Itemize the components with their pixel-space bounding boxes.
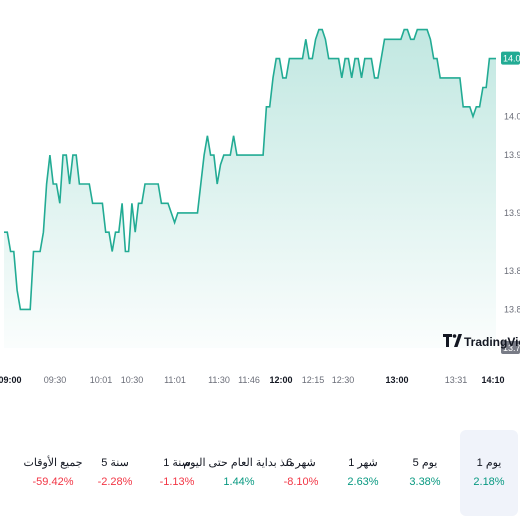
tradingview-logo-text: TradingView — [464, 335, 520, 349]
y-tick-label: 13.96 — [504, 150, 520, 160]
price-line — [4, 28, 496, 311]
period-change: -59.42% — [32, 476, 74, 488]
y-tick-label: 13.80 — [504, 304, 520, 314]
x-tick-label: 12:30 — [332, 375, 355, 385]
period-label: 1 سنة — [163, 457, 191, 469]
x-tick-label: 10:01 — [90, 375, 113, 385]
period-label: 1 يوم — [476, 457, 502, 469]
period-tab[interactable]: 6 شهر -8.10% — [270, 430, 332, 516]
y-axis: 14.00 13.96 13.90 13.84 13.80 14.06 13.76 — [501, 51, 520, 354]
x-tick-label: 11:01 — [164, 375, 186, 385]
period-label: 5 سنة — [101, 457, 129, 469]
y-tick-label: 13.84 — [504, 266, 520, 276]
performance-periods: 1 يوم 2.18% 5 يوم 3.38% 1 شهر 2.63% 6 شهر -8.10… — [0, 430, 520, 520]
period-label: 1 شهر — [348, 457, 378, 469]
period-tab[interactable]: 5 سنة -2.28% — [84, 430, 146, 516]
current-price-badge: 14.06 — [501, 51, 520, 65]
period-label: جميع الأوقات — [23, 457, 83, 469]
period-tab[interactable]: منذ بداية العام حتى اليوم 1.44% — [183, 430, 294, 516]
period-change: -1.13% — [159, 476, 195, 488]
x-tick-label: 09:30 — [44, 375, 67, 385]
period-label: 5 يوم — [412, 457, 438, 469]
period-change: 2.63% — [347, 476, 379, 488]
period-tab[interactable]: 1 سنة -1.13% — [146, 430, 208, 516]
x-tick-label: 12:15 — [302, 375, 325, 385]
period-change: -2.28% — [97, 476, 133, 488]
period-label: منذ بداية العام حتى اليوم — [183, 457, 295, 469]
x-axis: 09:00 09:30 10:01 10:30 11:01 11:30 11:46 12:00… — [0, 375, 505, 385]
y-tick-label: 14.00 — [504, 111, 520, 121]
period-tab[interactable]: 1 يوم 2.18% — [460, 430, 518, 516]
price-area — [4, 29, 496, 348]
svg-text:13.76: 13.76 — [503, 343, 520, 353]
x-tick-label: 11:46 — [238, 375, 260, 385]
axis-min-badge: 13.76 — [501, 341, 520, 354]
x-tick-label: 11:30 — [208, 375, 230, 385]
period-change: -8.10% — [283, 476, 319, 488]
svg-text:14.06: 14.06 — [503, 54, 520, 64]
period-tab[interactable]: 5 يوم 3.38% — [394, 430, 456, 516]
x-tick-label: 14:10 — [481, 375, 504, 385]
period-label: 6 شهر — [286, 457, 316, 469]
price-chart[interactable]: 14.00 13.96 13.90 13.84 13.80 14.06 13.76 09:0… — [0, 0, 520, 400]
tradingview-logo[interactable]: TradingView — [443, 334, 520, 349]
period-tab[interactable]: جميع الأوقات -59.42% — [22, 430, 84, 516]
x-tick-label: 12:00 — [269, 375, 292, 385]
period-change: 2.18% — [473, 476, 505, 488]
x-tick-label: 09:00 — [0, 375, 22, 385]
y-tick-label: 13.90 — [504, 208, 520, 218]
tradingview-logo-icon — [443, 334, 462, 347]
period-change: 3.38% — [409, 476, 441, 488]
x-tick-label: 10:30 — [121, 375, 144, 385]
chart-canvas[interactable]: 14.00 13.96 13.90 13.84 13.80 14.06 13.76 09:0… — [0, 0, 520, 400]
period-change: 1.44% — [223, 476, 255, 488]
x-tick-label: 13:31 — [445, 375, 468, 385]
period-tab[interactable]: 1 شهر 2.63% — [332, 430, 394, 516]
x-tick-label: 13:00 — [385, 375, 408, 385]
